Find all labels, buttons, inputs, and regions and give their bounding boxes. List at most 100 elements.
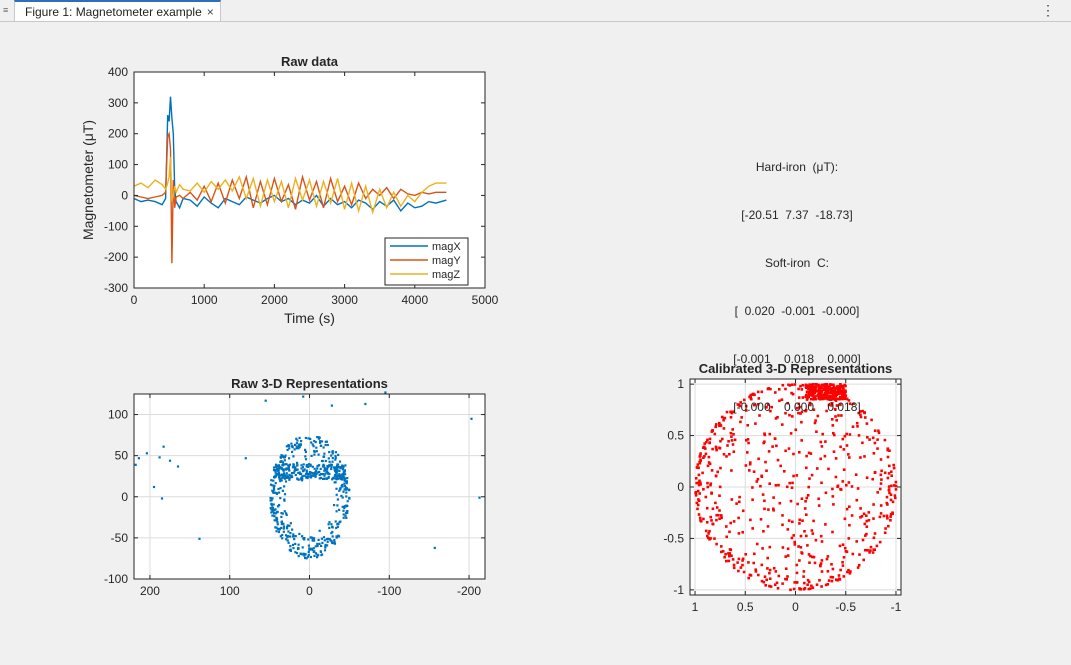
data-point <box>839 445 842 449</box>
data-point <box>311 465 314 468</box>
data-point <box>894 496 897 500</box>
data-point <box>797 402 801 406</box>
data-point <box>293 470 296 473</box>
data-point <box>315 446 318 449</box>
data-point <box>720 516 723 520</box>
data-point <box>318 473 321 476</box>
data-point <box>831 424 835 427</box>
data-point <box>800 552 804 555</box>
data-point <box>767 450 771 453</box>
data-point <box>285 538 288 541</box>
data-point <box>835 397 838 401</box>
data-point <box>336 525 339 528</box>
data-point <box>333 539 336 542</box>
data-point <box>717 514 720 517</box>
data-point <box>842 468 846 471</box>
data-point <box>820 481 823 485</box>
data-point <box>336 467 339 470</box>
data-point <box>307 463 311 466</box>
data-point <box>273 475 276 478</box>
data-point <box>269 507 272 510</box>
data-point <box>348 489 351 492</box>
data-point <box>285 513 288 516</box>
data-point <box>312 547 315 550</box>
figure-tab[interactable]: Figure 1: Magnetometer example × <box>14 0 221 21</box>
data-point <box>312 445 315 448</box>
data-point <box>747 576 750 580</box>
data-point <box>871 477 874 481</box>
data-point <box>326 443 329 447</box>
data-point <box>277 505 280 508</box>
data-point <box>328 521 331 524</box>
data-point <box>754 570 758 573</box>
data-point <box>826 385 829 388</box>
data-point <box>863 455 866 458</box>
data-point <box>325 471 328 474</box>
data-point <box>303 474 306 477</box>
data-point <box>280 526 283 529</box>
data-point <box>279 466 282 469</box>
data-point <box>713 432 717 436</box>
data-point <box>294 466 297 469</box>
data-point <box>738 404 741 408</box>
data-point <box>275 516 278 519</box>
data-point <box>720 545 723 548</box>
data-point <box>284 480 288 483</box>
data-point <box>850 485 854 488</box>
data-point <box>786 554 790 557</box>
data-point <box>323 539 326 542</box>
data-point <box>831 495 835 498</box>
more-options-icon[interactable]: ⋮ <box>1041 2 1055 18</box>
data-point <box>718 485 722 489</box>
data-point <box>283 498 286 501</box>
data-point <box>810 392 813 395</box>
data-point <box>830 390 834 393</box>
data-point <box>287 464 290 467</box>
data-point <box>273 508 276 511</box>
data-point <box>292 471 295 474</box>
data-point <box>741 563 744 567</box>
legend-label-magZ: magZ <box>432 269 460 281</box>
data-point <box>706 485 710 489</box>
data-point <box>271 514 274 517</box>
data-point <box>707 532 710 535</box>
close-icon[interactable]: × <box>206 4 214 19</box>
data-point <box>333 504 336 507</box>
data-point <box>307 538 310 541</box>
data-point <box>273 519 276 522</box>
data-point <box>824 491 828 495</box>
data-point <box>728 453 731 456</box>
data-point <box>283 493 287 496</box>
data-point <box>840 414 843 417</box>
data-point <box>889 519 892 522</box>
data-point <box>704 447 707 450</box>
soft-iron-label: Soft-iron C: <box>764 256 830 270</box>
data-point <box>301 553 304 556</box>
data-point <box>282 522 285 525</box>
data-point <box>698 455 702 458</box>
data-point <box>342 509 345 512</box>
data-point <box>795 563 799 567</box>
data-point <box>820 559 824 562</box>
data-point <box>277 487 280 491</box>
data-point <box>312 550 315 553</box>
data-point <box>696 463 700 466</box>
data-point <box>329 463 332 466</box>
data-point <box>699 452 702 455</box>
y-tick-label: 0 <box>677 480 684 494</box>
data-point <box>706 464 710 468</box>
data-point <box>695 481 698 485</box>
data-point <box>766 567 769 570</box>
data-point <box>855 540 858 543</box>
data-point <box>793 581 796 584</box>
data-point <box>812 392 815 396</box>
data-point <box>793 540 796 544</box>
chart-title: Calibrated 3-D Representations <box>699 361 893 376</box>
data-point <box>283 456 286 459</box>
data-point <box>830 579 834 583</box>
data-point <box>334 520 337 523</box>
data-point <box>288 469 291 472</box>
data-point <box>704 529 708 533</box>
data-point <box>719 424 723 427</box>
data-point <box>751 527 754 530</box>
